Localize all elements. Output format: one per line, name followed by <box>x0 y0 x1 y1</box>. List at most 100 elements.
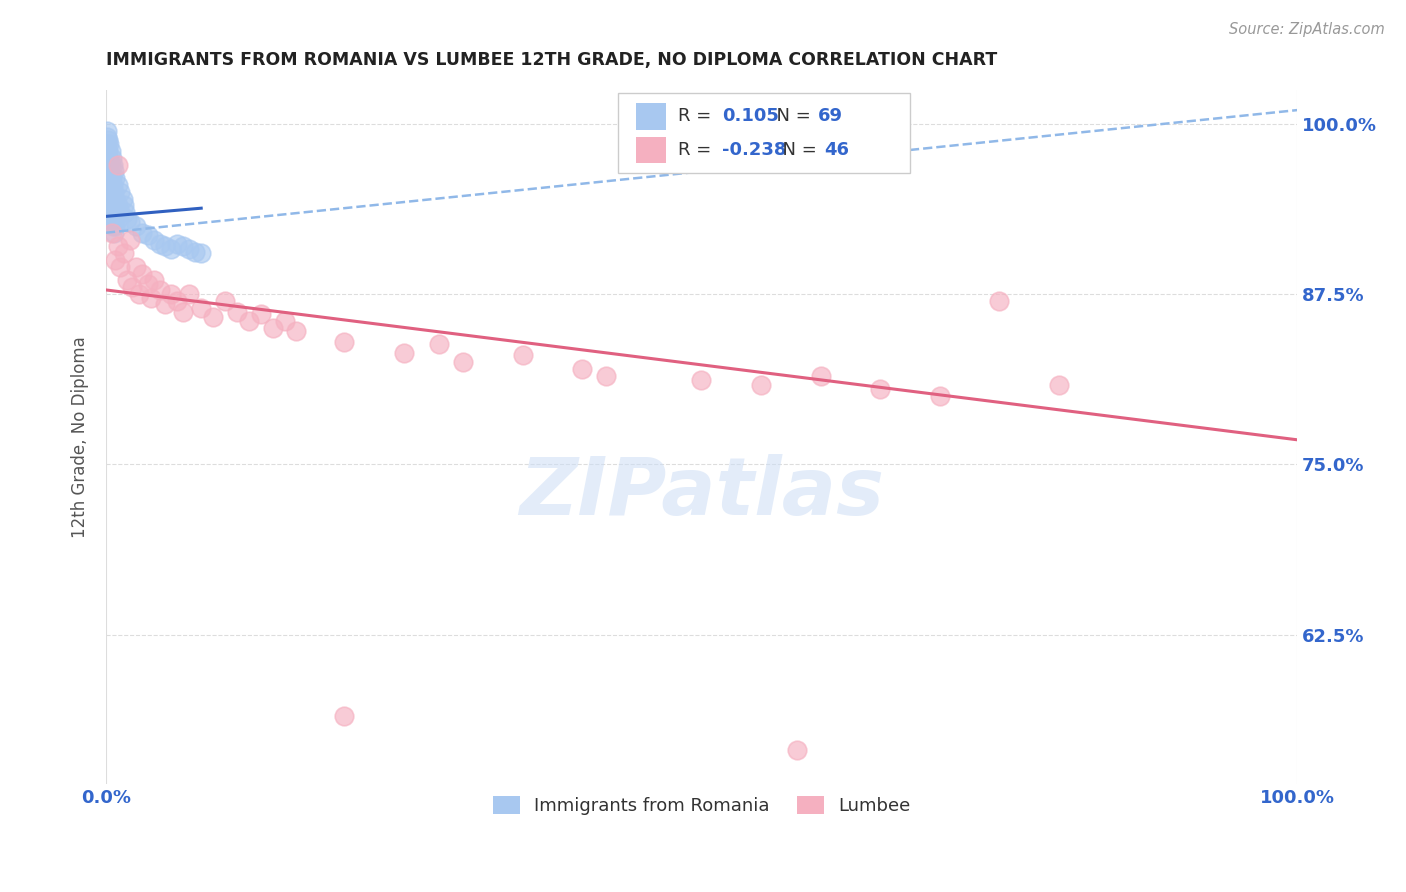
Point <box>142 233 165 247</box>
Text: R =: R = <box>678 141 717 159</box>
Point <box>101 205 124 219</box>
Text: N =: N = <box>770 141 823 159</box>
Point <box>690 373 713 387</box>
Point <box>107 178 129 192</box>
Point <box>262 321 284 335</box>
Point <box>117 212 139 227</box>
Point <box>100 158 122 172</box>
Point <box>111 192 134 206</box>
Point <box>155 296 177 310</box>
Legend: Immigrants from Romania, Lumbee: Immigrants from Romania, Lumbee <box>484 787 920 824</box>
Point <box>190 246 212 260</box>
Point <box>108 205 131 219</box>
Point <box>100 205 122 219</box>
Point <box>114 205 136 219</box>
Point <box>148 283 170 297</box>
Point <box>107 239 129 253</box>
Point <box>249 308 271 322</box>
Point <box>107 212 129 227</box>
Point <box>97 158 120 172</box>
Point <box>429 337 451 351</box>
Point <box>118 233 141 247</box>
Point <box>96 123 118 137</box>
Point <box>125 260 148 274</box>
Point <box>101 212 124 227</box>
Point <box>101 178 124 192</box>
Point <box>97 151 120 165</box>
Point <box>97 171 120 186</box>
Point <box>101 192 124 206</box>
Point <box>285 324 308 338</box>
Point <box>100 192 122 206</box>
Point <box>96 137 118 152</box>
Point <box>128 287 150 301</box>
Point <box>988 293 1011 308</box>
Point <box>103 164 125 178</box>
Point <box>172 239 194 253</box>
Point <box>451 355 474 369</box>
Point <box>107 198 129 212</box>
Point <box>118 215 141 229</box>
Point <box>172 304 194 318</box>
FancyBboxPatch shape <box>636 136 666 163</box>
Point <box>571 362 593 376</box>
Point <box>104 219 127 233</box>
Point <box>595 368 617 383</box>
Point <box>392 345 415 359</box>
Point <box>104 252 127 267</box>
Point <box>103 185 125 199</box>
Point <box>1047 378 1070 392</box>
Text: ZIPatlas: ZIPatlas <box>519 454 884 532</box>
Point <box>96 164 118 178</box>
Point <box>125 219 148 233</box>
Point <box>98 198 121 212</box>
Text: IMMIGRANTS FROM ROMANIA VS LUMBEE 12TH GRADE, NO DIPLOMA CORRELATION CHART: IMMIGRANTS FROM ROMANIA VS LUMBEE 12TH G… <box>105 51 997 69</box>
Point <box>166 293 188 308</box>
Point <box>136 277 159 292</box>
Point <box>101 198 124 212</box>
Point <box>112 198 135 212</box>
Point <box>98 185 121 199</box>
Point <box>96 158 118 172</box>
Point <box>104 205 127 219</box>
Point <box>101 171 124 186</box>
Point <box>166 236 188 251</box>
Point <box>98 158 121 172</box>
Point <box>214 293 236 308</box>
Point <box>190 301 212 315</box>
Point <box>131 226 153 240</box>
Point <box>273 314 295 328</box>
Point <box>786 743 808 757</box>
Point <box>98 171 121 186</box>
Point <box>142 273 165 287</box>
Point <box>100 171 122 186</box>
Point <box>121 280 143 294</box>
Point <box>108 260 131 274</box>
Point <box>141 291 163 305</box>
Point <box>103 212 125 227</box>
Point <box>333 334 356 349</box>
Point <box>749 378 772 392</box>
Point <box>179 242 201 256</box>
Point <box>96 130 118 145</box>
FancyBboxPatch shape <box>619 93 910 173</box>
Text: Source: ZipAtlas.com: Source: ZipAtlas.com <box>1229 22 1385 37</box>
Point <box>97 133 120 147</box>
Point <box>155 239 177 253</box>
Point <box>810 368 832 383</box>
Point <box>101 151 124 165</box>
Y-axis label: 12th Grade, No Diploma: 12th Grade, No Diploma <box>72 336 89 538</box>
Point <box>131 267 153 281</box>
Point <box>101 158 124 172</box>
Point <box>100 144 122 158</box>
Point <box>333 709 356 723</box>
Point <box>98 137 121 152</box>
Point <box>226 304 249 318</box>
Point <box>179 287 201 301</box>
Point <box>100 178 122 192</box>
Point <box>97 192 120 206</box>
Point <box>103 198 125 212</box>
Point <box>136 228 159 243</box>
Point <box>98 212 121 227</box>
Point <box>928 389 950 403</box>
